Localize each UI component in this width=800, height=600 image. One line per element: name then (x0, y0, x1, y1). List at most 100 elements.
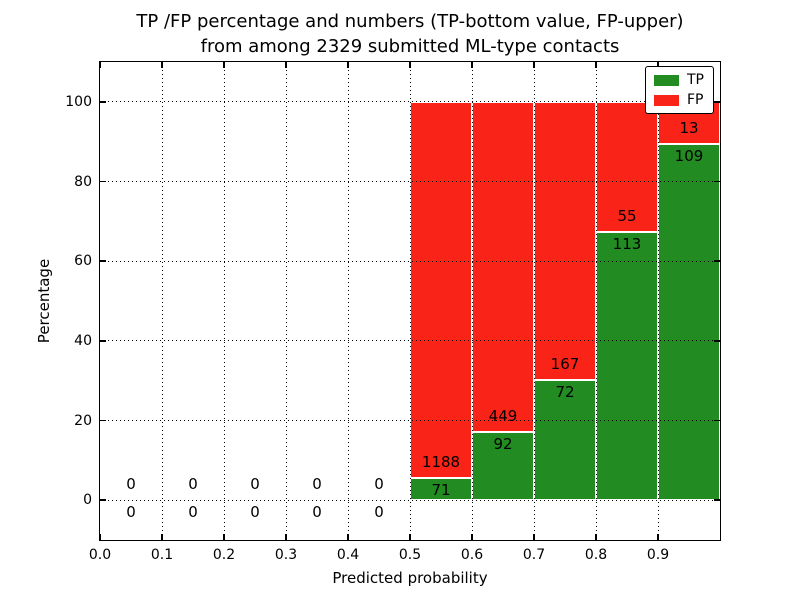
y-tick-label: 0 (83, 492, 92, 509)
x-tick-label: 0.5 (398, 547, 422, 563)
x-gridline (595, 62, 597, 540)
fp-count-label: 0 (374, 475, 384, 494)
x-tick-mark-top (223, 62, 225, 68)
x-tick-mark-top (657, 62, 659, 68)
tp-count-label: 0 (312, 503, 322, 522)
x-gridline (347, 62, 349, 540)
tp-count-label: 0 (188, 503, 198, 522)
x-tick-label: 0.0 (88, 547, 112, 563)
legend-item-fp: FP (654, 93, 704, 107)
x-gridline (285, 62, 287, 540)
y-axis-label: Percentage (35, 258, 53, 344)
y-tick-mark-left (100, 101, 106, 103)
x-tick-label: 0.1 (150, 547, 174, 563)
x-tick-mark-top (99, 62, 101, 68)
fp-bar (534, 101, 596, 381)
x-tick-mark-top (595, 62, 597, 68)
tp-count-label: 0 (126, 503, 136, 522)
fp-count-label: 55 (617, 207, 637, 226)
x-tick-label: 0.6 (460, 547, 484, 563)
fp-count-label: 0 (188, 475, 198, 494)
x-tick-mark-top (533, 62, 535, 68)
tp-legend-swatch (654, 74, 679, 86)
y-tick-mark-right (714, 419, 720, 422)
y-tick-label: 100 (65, 93, 92, 110)
x-gridline (533, 62, 535, 540)
y-gridline (100, 181, 720, 182)
tp-bar (472, 432, 534, 501)
fp-count-label: 0 (250, 475, 260, 494)
tp-count-label: 0 (374, 503, 384, 522)
legend-item-tp: TP (654, 73, 704, 87)
x-tick-label: 0.4 (336, 547, 360, 563)
x-tick-mark-bottom (657, 534, 659, 540)
x-gridline (657, 62, 659, 540)
x-tick-label: 0.2 (212, 547, 236, 563)
x-tick-mark-bottom (595, 534, 597, 540)
y-tick-label: 60 (74, 253, 92, 270)
y-tick-mark-left (100, 499, 106, 501)
tp-count-label: 92 (493, 435, 513, 454)
x-tick-mark-top (161, 62, 163, 68)
tp-bar (596, 232, 658, 501)
chart-title-line1: TP /FP percentage and numbers (TP-bottom… (136, 11, 684, 32)
fp-count-label: 449 (488, 407, 518, 426)
y-tick-label: 80 (74, 173, 92, 190)
x-tick-mark-bottom (99, 534, 101, 540)
x-tick-mark-bottom (161, 534, 163, 540)
y-tick-mark-right (714, 260, 720, 262)
fp-count-label: 1188 (421, 452, 461, 471)
x-tick-label: 0.9 (646, 547, 670, 563)
y-gridline (100, 260, 720, 262)
x-gridline (223, 62, 225, 540)
fp-count-label: 167 (550, 355, 580, 374)
chart-title: TP /FP percentage and numbers (TP-bottom… (136, 9, 683, 59)
fp-count-label: 0 (126, 475, 136, 494)
legend: TP FP (645, 66, 714, 114)
x-gridline (161, 62, 163, 540)
x-tick-mark-bottom (533, 534, 535, 540)
x-tick-label: 0.8 (584, 547, 608, 563)
x-tick-mark-bottom (409, 534, 411, 540)
tp-bar (658, 144, 720, 501)
y-tick-mark-left (100, 260, 106, 262)
x-tick-mark-bottom (223, 534, 225, 540)
y-gridline (100, 499, 720, 501)
x-tick-mark-bottom (471, 534, 473, 540)
x-tick-mark-bottom (347, 534, 349, 540)
y-tick-label: 20 (74, 412, 92, 429)
x-tick-mark-top (471, 62, 473, 68)
tp-legend-label: TP (687, 72, 704, 88)
x-gridline (471, 62, 473, 540)
x-tick-mark-top (285, 62, 287, 68)
tp-count-label: 109 (674, 147, 704, 166)
x-tick-label: 0.3 (274, 547, 298, 563)
y-tick-mark-right (714, 180, 720, 183)
x-gridline (409, 62, 411, 540)
x-axis-label: Predicted probability (332, 569, 488, 587)
x-tick-label: 0.7 (522, 547, 546, 563)
fp-legend-swatch (654, 94, 679, 106)
y-tick-label: 40 (74, 332, 92, 349)
y-gridline (100, 101, 720, 103)
fp-count-label: 13 (679, 119, 699, 138)
y-tick-mark-left (100, 180, 106, 183)
fp-bar (410, 101, 472, 478)
y-tick-mark-right (714, 499, 720, 501)
x-tick-mark-top (409, 62, 411, 68)
fp-bar (472, 101, 534, 433)
tp-count-label: 113 (612, 235, 642, 254)
y-tick-mark-right (714, 101, 720, 103)
x-tick-mark-top (347, 62, 349, 68)
y-gridline (100, 420, 720, 421)
tp-count-label: 72 (555, 383, 575, 402)
tp-count-label: 71 (431, 480, 451, 499)
fp-legend-label: FP (687, 92, 704, 108)
chart-title-line2: from among 2329 submitted ML-type contac… (200, 36, 620, 57)
y-tick-mark-left (100, 340, 106, 342)
tp-count-label: 0 (250, 503, 260, 522)
fp-count-label: 0 (312, 475, 322, 494)
x-tick-mark-bottom (285, 534, 287, 540)
y-tick-mark-left (100, 419, 106, 422)
